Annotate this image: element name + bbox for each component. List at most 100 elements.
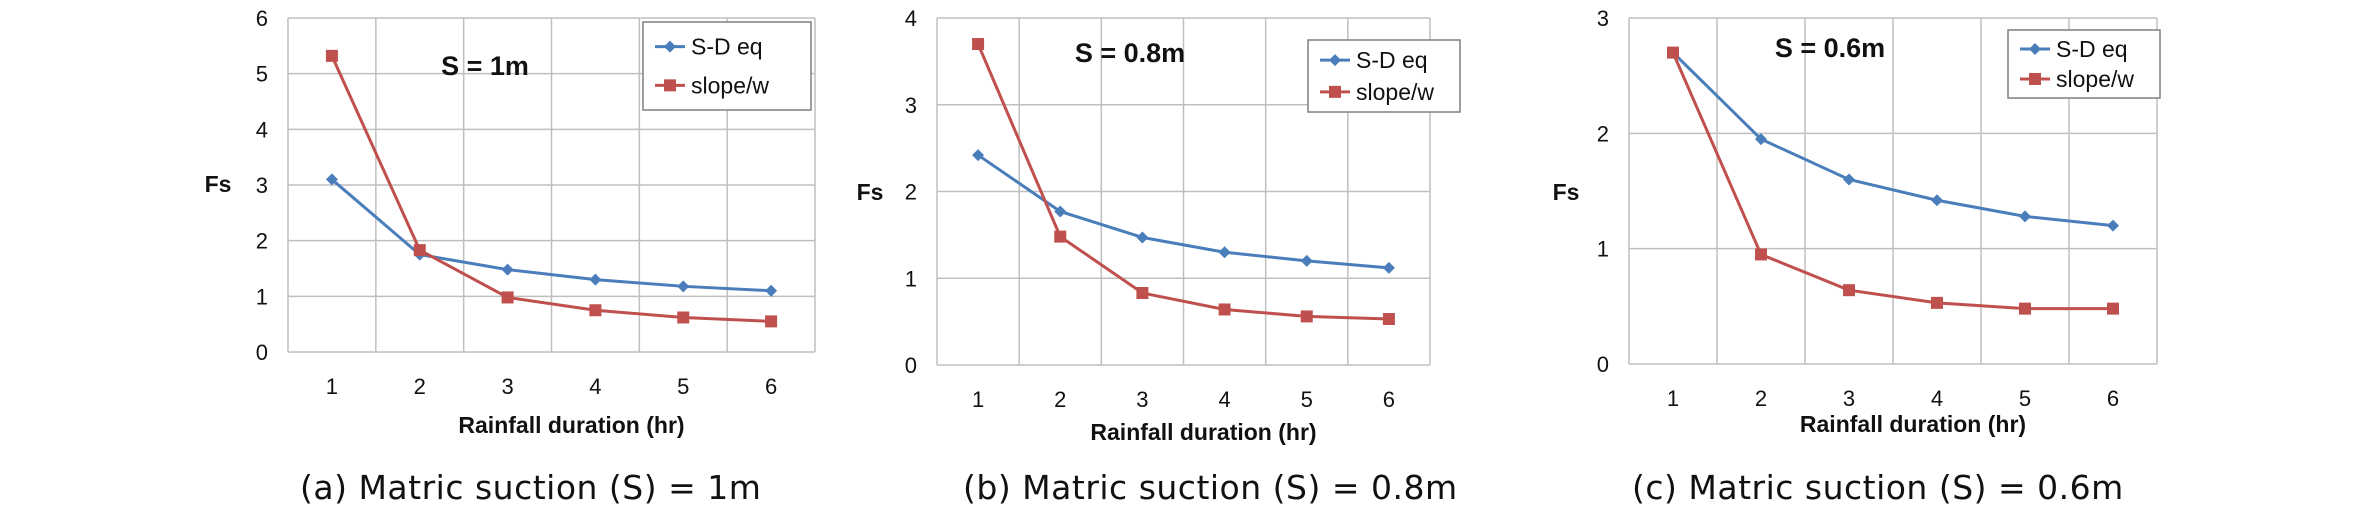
series-line xyxy=(1671,51,2114,228)
series-line xyxy=(330,55,772,323)
data-point xyxy=(1931,194,1943,207)
data-point xyxy=(1300,310,1313,323)
data-point xyxy=(1667,46,1679,59)
x-tick-label: 5 xyxy=(2019,386,2031,411)
grid xyxy=(936,17,1431,366)
data-point xyxy=(325,49,338,62)
x-axis-label: Rainfall duration (hr) xyxy=(458,412,684,438)
chart-panel-c: 0 1 2 3 1 2 3 4 5 6 Rainfall duration (hr) Fs S = 0.… xyxy=(1553,0,2362,521)
x-tick-label: 6 xyxy=(1383,387,1395,412)
series-line xyxy=(976,43,1389,321)
data-point xyxy=(589,273,602,286)
legend-box xyxy=(1307,39,1461,113)
chart-panel-b: 0 1 2 3 4 1 2 3 4 5 6 Rainfall duration (hr) Fs S = 0… xyxy=(800,0,1580,521)
y-tick-label: 0 xyxy=(1597,352,1609,377)
data-point xyxy=(1054,205,1067,218)
y-tick-label: 1 xyxy=(1597,237,1609,262)
data-point xyxy=(501,263,514,276)
data-point xyxy=(1136,231,1149,244)
caption-c: (c) Matric suction (S) = 0.6m xyxy=(1632,468,2124,507)
x-tick-label: 1 xyxy=(326,374,338,399)
y-tick-label: 6 xyxy=(256,6,268,31)
series-slope-w xyxy=(972,38,1395,326)
series-line xyxy=(1671,52,2113,311)
data-point xyxy=(677,311,690,324)
data-point xyxy=(2107,302,2119,315)
y-tick-label: 0 xyxy=(256,340,268,365)
x-axis-label: Rainfall duration (hr) xyxy=(1090,419,1316,445)
y-tick-label: 2 xyxy=(256,229,268,254)
y-tick-label: 2 xyxy=(1597,121,1609,146)
x-tick-label: 6 xyxy=(2107,386,2119,411)
x-tick-label: 3 xyxy=(1843,386,1855,411)
x-tick-label: 6 xyxy=(765,374,777,399)
x-tick-label: 5 xyxy=(1301,387,1313,412)
legend-label: slope/w xyxy=(1356,79,1434,105)
legend-label: S-D eq xyxy=(691,34,763,60)
legend: S-D eq slope/w xyxy=(642,21,812,111)
x-tick-label: 2 xyxy=(414,374,426,399)
y-tick-label: 2 xyxy=(905,180,917,205)
data-point xyxy=(1218,246,1231,259)
x-tick-label: 4 xyxy=(1931,386,1943,411)
chart-annotation: S = 0.8m xyxy=(1075,38,1185,68)
data-point xyxy=(1843,173,1855,186)
data-point xyxy=(765,315,778,328)
legend: S-D eq slope/w xyxy=(2007,29,2161,99)
caption-a: (a) Matric suction (S) = 1m xyxy=(300,468,762,507)
legend-swatch-marker xyxy=(1329,85,1341,98)
caption-b: (b) Matric suction (S) = 0.8m xyxy=(963,468,1458,507)
legend-swatch-marker xyxy=(2029,72,2041,85)
y-tick-label: 4 xyxy=(256,117,268,142)
x-tick-label: 4 xyxy=(589,374,601,399)
x-tick-label: 2 xyxy=(1054,387,1066,412)
legend-label: S-D eq xyxy=(2056,36,2128,62)
legend-label: slope/w xyxy=(691,72,769,98)
legend-swatch-marker xyxy=(1329,54,1341,67)
x-axis-label: Rainfall duration (hr) xyxy=(1800,411,2026,437)
y-tick-label: 4 xyxy=(905,6,917,31)
series-line xyxy=(330,178,772,293)
data-point xyxy=(1054,230,1067,243)
y-tick-label: 3 xyxy=(905,93,917,118)
legend-swatch-marker xyxy=(2029,43,2041,56)
data-point xyxy=(1382,261,1395,274)
x-tick-label: 4 xyxy=(1218,387,1230,412)
data-point xyxy=(589,304,602,317)
data-point xyxy=(972,38,985,51)
data-point xyxy=(1136,286,1149,299)
data-point xyxy=(413,244,426,257)
data-point xyxy=(1218,303,1231,316)
chart-b: 0 1 2 3 4 1 2 3 4 5 6 Rainfall duration (hr) Fs S = 0… xyxy=(857,6,1461,445)
y-axis-label: Fs xyxy=(1553,179,1580,205)
chart-annotation: S = 0.6m xyxy=(1775,33,1885,63)
x-tick-label: 3 xyxy=(1136,387,1148,412)
y-axis-label: Fs xyxy=(857,179,884,205)
data-point xyxy=(1755,133,1767,146)
series-slope-w xyxy=(325,49,778,328)
legend-label: slope/w xyxy=(2056,66,2134,92)
y-tick-label: 1 xyxy=(256,284,268,309)
legend-swatch-marker xyxy=(664,40,676,53)
grid xyxy=(287,17,816,353)
x-tick-label: 3 xyxy=(501,374,513,399)
y-tick-label: 3 xyxy=(256,173,268,198)
chart-c: 0 1 2 3 1 2 3 4 5 6 Rainfall duration (hr) Fs S = 0.… xyxy=(1553,6,2161,437)
data-point xyxy=(325,173,338,186)
data-point xyxy=(501,291,514,304)
data-point xyxy=(765,284,778,297)
legend-swatch-marker xyxy=(664,79,676,92)
x-tick-label: 2 xyxy=(1755,386,1767,411)
y-tick-label: 1 xyxy=(905,266,917,291)
y-axis-label: Fs xyxy=(205,171,232,197)
legend-box xyxy=(2007,29,2161,99)
y-tick-label: 3 xyxy=(1597,6,1609,31)
chart-annotation: S = 1m xyxy=(441,51,529,81)
chart-a: 0 1 2 3 4 5 6 1 2 3 4 5 6 Rainfall duration (hr) Fs S =… xyxy=(205,6,816,438)
data-point xyxy=(1300,254,1313,267)
data-point xyxy=(2019,210,2031,223)
y-tick-label: 5 xyxy=(256,62,268,87)
data-point xyxy=(1382,313,1395,326)
chart-panel-a: 0 1 2 3 4 5 6 1 2 3 4 5 6 Rainfall duration (hr) Fs S =… xyxy=(0,0,816,521)
legend-label: S-D eq xyxy=(1356,47,1428,73)
